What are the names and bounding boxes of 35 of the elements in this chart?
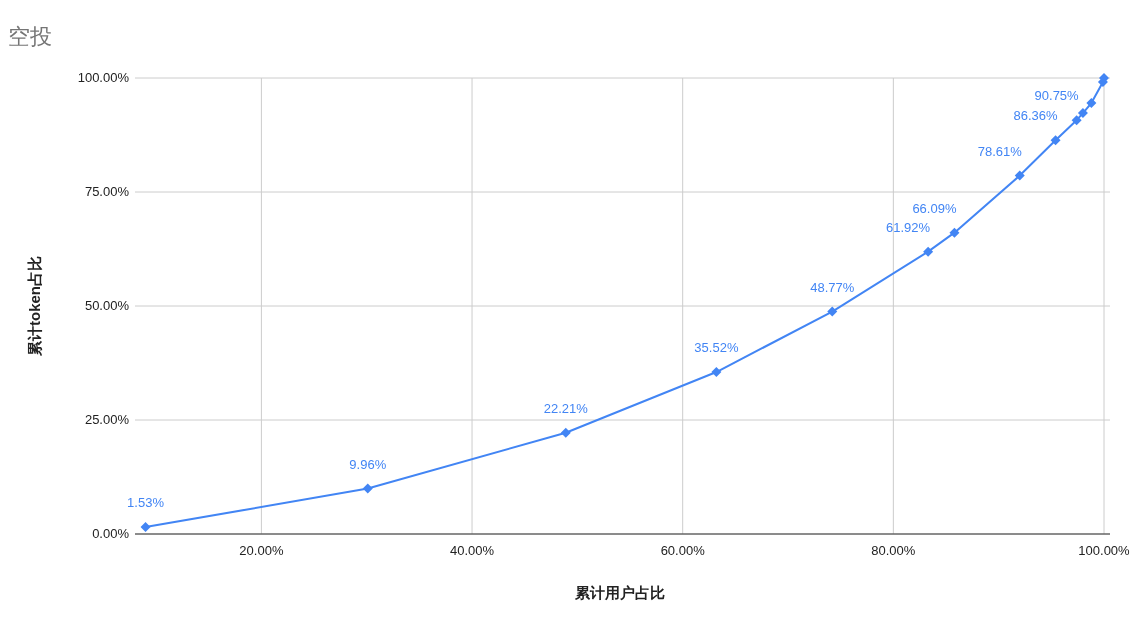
- data-label: 78.61%: [977, 143, 1023, 159]
- x-axis-title: 累计用户占比: [573, 584, 665, 601]
- data-label: 1.53%: [127, 495, 165, 511]
- data-label: 61.92%: [886, 219, 931, 235]
- data-label: 90.75%: [1034, 88, 1080, 104]
- x-tick-label: 20.00%: [239, 543, 284, 558]
- x-tick-label: 100.00%: [1078, 543, 1131, 558]
- point: [1050, 135, 1061, 146]
- y-tick-label: 100.00%: [77, 70, 130, 85]
- data-label: 86.36%: [1013, 108, 1059, 124]
- x-tick-label: 40.00%: [450, 543, 495, 558]
- y-tick-label: 50.00%: [84, 298, 130, 313]
- point: [560, 427, 571, 438]
- data-label: 35.52%: [694, 340, 739, 356]
- point: [140, 522, 151, 533]
- point: [1086, 98, 1097, 109]
- x-tick-label: 60.00%: [660, 543, 706, 558]
- y-axis-title: 累计token占比: [26, 255, 43, 358]
- point: [949, 227, 960, 238]
- point: [827, 306, 838, 317]
- y-tick-label: 75.00%: [84, 184, 130, 199]
- data-label: 22.21%: [543, 400, 589, 416]
- x-tick-label: 80.00%: [871, 543, 916, 558]
- y-tick-label: 0.00%: [92, 526, 130, 541]
- point: [1077, 108, 1088, 119]
- data-label: 48.77%: [810, 279, 855, 295]
- data-label: 9.96%: [349, 456, 387, 472]
- point: [711, 367, 722, 378]
- y-tick-label: 25.00%: [84, 412, 130, 427]
- point: [1014, 170, 1025, 181]
- data-label: 66.09%: [912, 200, 957, 216]
- point: [923, 246, 934, 257]
- point: [1071, 115, 1082, 126]
- point: [362, 483, 373, 494]
- chart-title: 空投: [8, 24, 52, 49]
